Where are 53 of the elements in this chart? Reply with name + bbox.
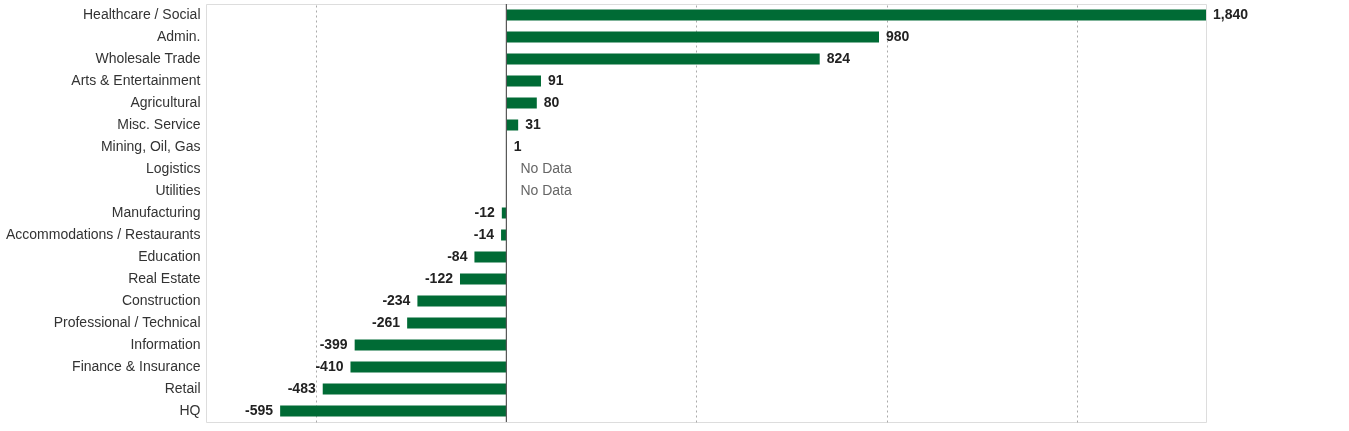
bar — [407, 317, 507, 329]
y-tick-label: Manufacturing — [111, 204, 201, 220]
text: No Data — [520, 160, 572, 176]
bar — [280, 405, 507, 417]
y-tick-label: Education — [138, 248, 201, 264]
y-tick-label: Misc. Service — [117, 116, 201, 132]
data-label: 1,840 — [1213, 6, 1249, 22]
data-label: -261 — [372, 314, 401, 330]
bar — [354, 339, 507, 351]
bar — [506, 31, 879, 43]
bar — [459, 273, 507, 285]
bar — [322, 383, 507, 395]
data-label: -12 — [474, 204, 496, 220]
bar — [506, 75, 541, 87]
data-label: -122 — [424, 270, 454, 286]
data-label: 824 — [826, 50, 851, 66]
bar — [506, 119, 519, 131]
y-tick-label: Healthcare / Social — [82, 6, 201, 22]
y-tick-label: Utilities — [155, 182, 201, 198]
text: No Data — [520, 182, 572, 198]
bar — [350, 361, 507, 373]
y-tick-label: Agricultural — [130, 94, 201, 110]
data-label: 980 — [886, 28, 910, 44]
bar — [474, 251, 507, 263]
data-label: 80 — [543, 94, 560, 110]
bar — [506, 9, 1206, 21]
data-label: -410 — [315, 358, 344, 374]
y-tick-label: HQ — [179, 402, 201, 418]
data-label: -595 — [245, 402, 274, 418]
bar — [506, 97, 537, 109]
data-label: 31 — [525, 116, 541, 132]
data-label: -399 — [319, 336, 348, 352]
y-tick-label: Accommodations / Restaurants — [5, 226, 201, 242]
y-tick-label: Finance & Insurance — [72, 358, 201, 374]
y-tick-label: Information — [130, 336, 201, 352]
bar — [417, 295, 507, 307]
y-tick-label: Real Estate — [128, 270, 201, 286]
data-label: -14 — [473, 226, 495, 242]
data-label: -483 — [287, 380, 316, 396]
y-tick-label: Arts & Entertainment — [71, 72, 201, 88]
bar — [506, 53, 820, 65]
data-label: -84 — [447, 248, 468, 264]
data-label: -234 — [382, 292, 411, 308]
y-tick-label: Construction — [121, 292, 201, 308]
y-tick-label: Professional / Technical — [53, 314, 201, 330]
data-label: 91 — [547, 72, 564, 88]
y-tick-label: Wholesale Trade — [95, 50, 201, 66]
y-tick-label: Admin. — [156, 28, 201, 44]
y-tick-label: Retail — [164, 380, 201, 396]
y-tick-label: Logistics — [146, 160, 201, 176]
data-label: 1 — [513, 138, 522, 154]
bar — [501, 229, 507, 241]
y-tick-label: Mining, Oil, Gas — [100, 138, 201, 154]
